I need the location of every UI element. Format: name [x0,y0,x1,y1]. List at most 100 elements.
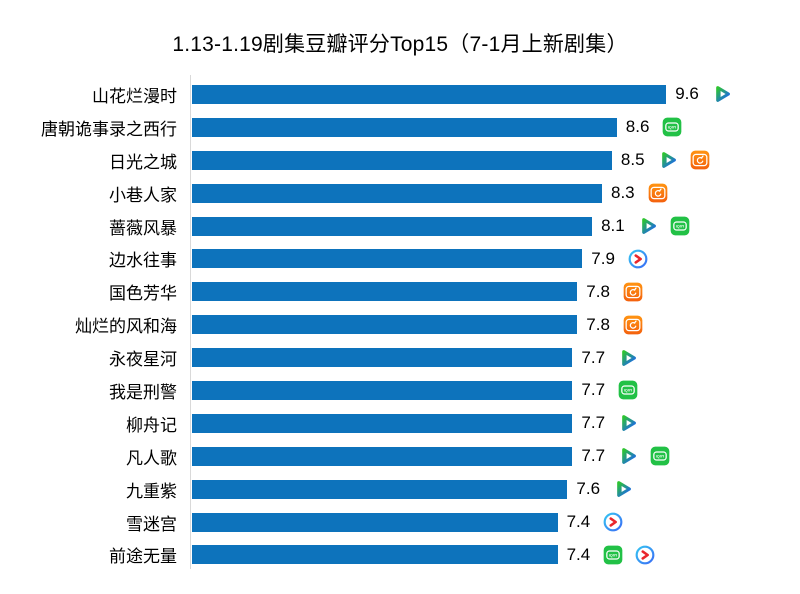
mango-tv-icon [623,315,643,335]
series-label: 永夜星河 [109,350,177,370]
svg-text:iQIYI: iQIYI [656,455,664,459]
chart-row: 永夜星河 7.7 [0,341,800,374]
bar-chart: 山花烂漫时 9.6 唐朝诡事录之西行 8.6 iQIYI 日光之城 8.5 小巷人家 8.3 蔷薇… [0,75,800,571]
platform-icons [628,249,648,269]
rating-value: 8.3 [611,183,635,203]
rating-value: 7.7 [581,413,606,433]
rating-value: 7.6 [576,479,601,499]
platform-icons: iQIYI [618,380,638,400]
bar-area: 8.6 iQIYI [190,117,800,137]
svg-text:iQIYI: iQIYI [624,389,632,393]
youku-icon [603,512,623,532]
platform-icons [623,315,643,335]
series-label: 山花烂漫时 [92,86,177,106]
bar-area: 7.7 iQIYI [190,446,800,466]
bar-area: 8.1 iQIYI [190,216,800,236]
rating-value: 9.6 [675,84,699,104]
series-label: 小巷人家 [109,185,177,205]
platform-icons [712,84,732,104]
mango-tv-icon [690,150,710,170]
rating-value: 7.9 [591,248,615,268]
platform-icons: iQIYI [638,216,690,236]
tencent-video-icon [712,84,732,104]
rating-value: 7.8 [586,314,610,334]
mango-tv-icon [623,282,643,302]
chart-row: 九重紫 7.6 [0,473,800,506]
chart-row: 我是刑警 7.7 iQIYI [0,374,800,407]
tencent-video-icon [618,413,638,433]
tencent-video-icon [618,348,638,368]
bar-area: 7.4 iQIYI [190,545,800,565]
rating-bar [192,117,617,137]
series-label: 我是刑警 [109,382,177,402]
rating-bar [192,380,573,400]
series-label: 灿烂的风和海 [75,317,177,337]
youku-icon [628,249,648,269]
iqiyi-icon: iQIYI [618,380,638,400]
rating-bar [192,413,573,433]
y-axis-line [190,75,191,570]
chart-row: 山花烂漫时 9.6 [0,78,800,111]
bar-area: 7.9 [190,249,800,269]
iqiyi-icon: iQIYI [603,545,623,565]
svg-text:iQIYI: iQIYI [668,126,676,130]
platform-icons [618,348,638,368]
chart-row: 灿烂的风和海 7.8 [0,308,800,341]
rating-bar [192,216,593,236]
rating-value: 8.1 [601,216,625,235]
rating-bar [192,183,602,203]
rating-bar [192,249,583,269]
rating-bar [192,545,558,565]
rating-value: 8.6 [625,117,650,137]
rating-value: 7.4 [566,544,591,564]
series-label: 边水往事 [109,251,177,271]
platform-icons [613,479,633,499]
rating-value: 7.7 [581,347,606,367]
platform-icons: iQIYI [618,446,670,466]
platform-icons [648,183,668,203]
series-label: 蔷薇风暴 [109,218,177,238]
rating-bar [192,84,667,104]
svg-text:iQIYI: iQIYI [609,553,617,557]
rating-value: 7.8 [586,281,610,301]
bar-area: 7.4 [190,512,800,532]
bar-area: 8.3 [190,183,800,203]
mango-tv-icon [648,183,668,203]
chart-title: 1.13-1.19剧集豆瓣评分Top15（7-1月上新剧集） [172,33,628,56]
tencent-video-icon [613,479,633,499]
series-label: 凡人歌 [126,448,177,468]
rating-bar [192,348,573,368]
tencent-video-icon [638,216,658,236]
series-label: 日光之城 [109,152,177,172]
rating-bar [192,282,578,302]
series-label: 前途无量 [109,547,177,567]
series-label: 国色芳华 [109,284,177,304]
platform-icons: iQIYI [662,117,682,137]
series-label: 唐朝诡事录之西行 [41,119,177,139]
bar-area: 8.5 [190,150,800,170]
chart-row: 凡人歌 7.7 iQIYI [0,440,800,473]
series-label: 雪迷宫 [126,514,177,534]
rating-value: 7.4 [566,512,591,532]
rating-bar [192,512,558,532]
bar-area: 7.7 iQIYI [190,380,800,400]
rating-bar [192,446,573,466]
rating-bar [192,315,578,335]
rating-value: 8.5 [620,150,645,170]
chart-row: 唐朝诡事录之西行 8.6 iQIYI [0,111,800,144]
chart-row: 国色芳华 7.8 [0,275,800,308]
rating-bar [192,479,568,499]
series-label: 九重紫 [126,481,177,501]
chart-row: 边水往事 7.9 [0,242,800,275]
iqiyi-icon: iQIYI [670,216,690,236]
bar-area: 9.6 [190,84,800,104]
bar-area: 7.7 [190,413,800,433]
chart-rows: 山花烂漫时 9.6 唐朝诡事录之西行 8.6 iQIYI 日光之城 8.5 小巷人家 8.3 蔷薇… [0,78,800,571]
chart-row: 前途无量 7.4 iQIYI [0,538,800,571]
chart-row: 雪迷宫 7.4 [0,506,800,539]
platform-icons [618,413,638,433]
rating-value: 7.7 [581,380,606,400]
platform-icons [658,150,710,170]
bar-area: 7.8 [190,315,800,335]
youku-icon [635,545,655,565]
